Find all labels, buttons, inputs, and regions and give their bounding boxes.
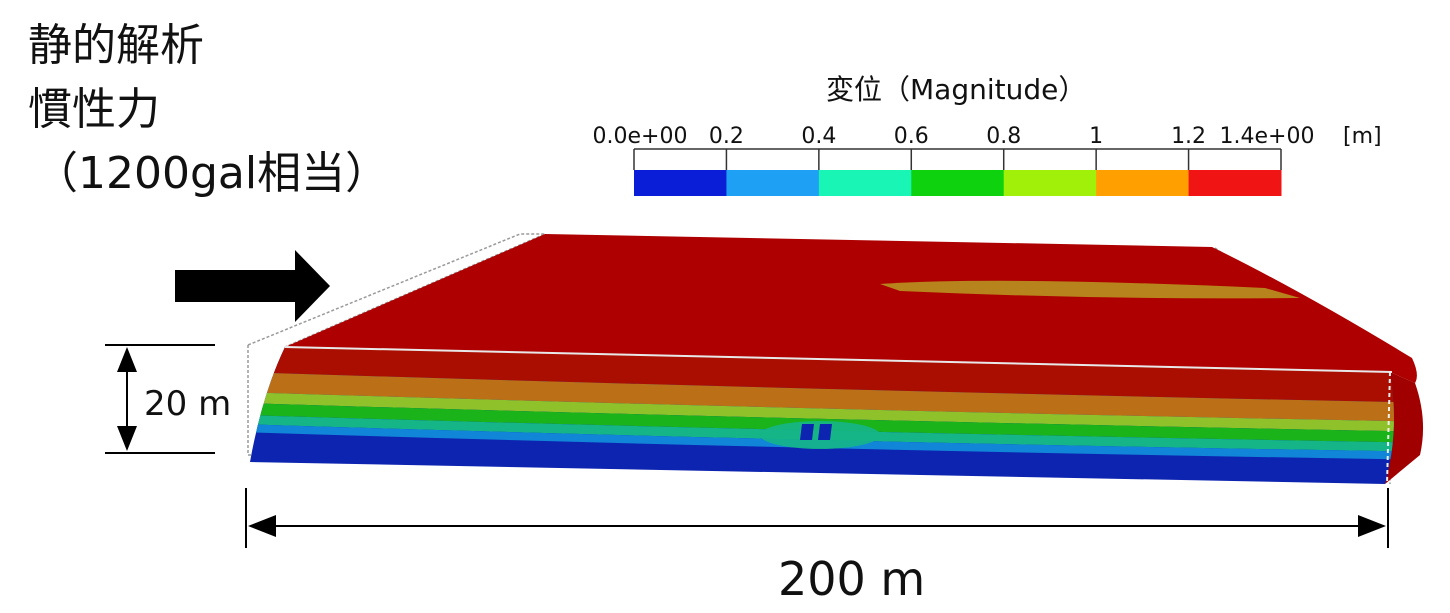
- legend-tick-label: 0.8: [986, 124, 1022, 149]
- legend-tick-label: 0.0e+00: [592, 124, 688, 149]
- width-dimension: [245, 488, 1389, 548]
- width-arrow-left: [248, 515, 276, 537]
- tunnel-opening-left: [800, 424, 814, 440]
- legend-unit: [m]: [1343, 124, 1382, 149]
- legend-swatch: [1003, 170, 1097, 196]
- legend-tick-label: 1.4e+00: [1219, 124, 1315, 149]
- displacement-band: [880, 280, 1300, 299]
- legend-title: 変位（Magnitude）: [826, 73, 1087, 106]
- width-arrow-right: [1358, 515, 1386, 537]
- legend-swatch: [1096, 170, 1190, 196]
- width-label: 200 m: [778, 552, 926, 606]
- title-acceleration: （1200gal相当）: [34, 148, 390, 199]
- model-right-face: [1385, 372, 1424, 484]
- legend-swatch: [634, 170, 727, 196]
- legend-swatch: [911, 170, 1005, 196]
- legend-color-bar: [633, 149, 1282, 196]
- model-top-face: [285, 234, 1417, 383]
- right-front-edge: [1386, 371, 1391, 485]
- legend-tick-label: 1: [1089, 124, 1104, 149]
- legend-tick-label: 0.2: [708, 124, 744, 149]
- legend-tick-label: 0.6: [893, 124, 929, 149]
- height-arrow-up: [117, 347, 137, 372]
- title-inertial-force: 慣性力: [28, 84, 160, 135]
- load-arrow: [175, 250, 330, 322]
- top-front-edge: [284, 346, 1393, 373]
- height-arrow-down: [117, 426, 137, 451]
- title-static-analysis: 静的解析: [28, 20, 204, 71]
- legend-tick-label: 1.2: [1171, 124, 1207, 149]
- legend-swatch: [726, 170, 820, 196]
- legend-swatch: [1188, 170, 1282, 196]
- legend-tick-label: 0.4: [801, 124, 837, 149]
- height-dimension: [105, 344, 215, 454]
- tunnel-opening-right: [818, 424, 832, 440]
- legend-swatch: [818, 170, 912, 196]
- height-label: 20 m: [144, 384, 232, 424]
